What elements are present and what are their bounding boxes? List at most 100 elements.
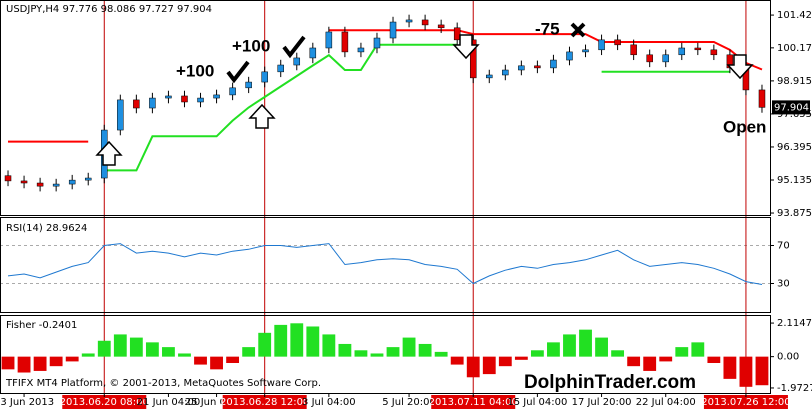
fisher-bar xyxy=(691,342,705,357)
x-tick-label: 2013.07.26 12:00 xyxy=(701,397,790,408)
candle-body xyxy=(405,19,413,23)
fisher-bar xyxy=(322,334,336,357)
fisher-bar xyxy=(274,324,288,357)
fisher-bar xyxy=(563,334,576,357)
candle-body xyxy=(630,44,637,56)
price-tag xyxy=(772,100,810,115)
candle-body xyxy=(486,74,493,79)
fisher-bar xyxy=(739,356,753,387)
fisher-bar xyxy=(675,347,689,357)
annotation: +100 xyxy=(176,61,214,80)
candle-body xyxy=(534,65,541,69)
up-arrow xyxy=(248,103,276,129)
fisher-bar xyxy=(33,356,47,371)
rsi-title: RSI(14) 28.9624 xyxy=(6,223,87,234)
x-tick-label: 17 Jul 20:00 xyxy=(572,397,632,408)
price-tag-label: 97.904 xyxy=(774,102,809,113)
x-tick-label: 15 Jul 04:00 xyxy=(507,397,567,408)
candle-body xyxy=(437,24,445,29)
candle-body xyxy=(678,47,686,56)
y-tick-label: 0.00 xyxy=(777,352,799,363)
y-tick-label: 2.1147 xyxy=(777,318,812,329)
footer: TFIFX MT4 Platform, © 2001-2013, MetaQuo… xyxy=(5,378,321,389)
check-mark xyxy=(226,60,250,84)
x-tick-label: 2013.07.11 04:00 xyxy=(429,397,518,408)
fisher-bar xyxy=(162,347,175,357)
annotation: Open xyxy=(723,117,766,136)
candle-body xyxy=(229,87,236,96)
candle-body xyxy=(598,39,605,51)
candle-body xyxy=(261,71,268,83)
fisher-bar xyxy=(129,337,143,357)
rsi-frame xyxy=(0,217,771,313)
fisher-bar xyxy=(723,356,737,379)
fisher-bar xyxy=(595,337,608,357)
candle-body xyxy=(662,54,669,63)
x-label-highlight xyxy=(703,395,788,409)
fisher-bar xyxy=(643,356,657,371)
candle-body xyxy=(614,39,621,46)
candle-body xyxy=(36,182,44,187)
fisher-bar xyxy=(611,350,625,357)
fisher-frame xyxy=(0,315,771,394)
y-tick-label: 95.135 xyxy=(777,175,812,186)
fisher-bar xyxy=(530,350,544,357)
x-label-highlight xyxy=(62,395,147,409)
x-tick-label: 2013.06.20 08:00 xyxy=(60,397,149,408)
upper-stop-line xyxy=(8,29,763,143)
lower-stop-line xyxy=(104,43,730,172)
candle-body xyxy=(373,37,381,49)
candle-body xyxy=(518,65,525,71)
fisher-bar xyxy=(386,347,400,357)
candle-body xyxy=(325,31,333,49)
candle-body xyxy=(84,177,92,181)
candle-body xyxy=(133,99,140,109)
candle-body xyxy=(68,179,76,185)
fisher-title: Fisher -0.2401 xyxy=(6,320,77,331)
y-tick-label: 101.425 xyxy=(777,10,812,21)
x-tick-label: 5 Jul 20:00 xyxy=(382,397,436,408)
candle-body xyxy=(165,95,172,99)
candle-body xyxy=(646,54,653,63)
check-mark xyxy=(282,35,306,59)
x-tick-label: 2013.06.28 12:00 xyxy=(220,397,309,408)
candle-body xyxy=(277,64,284,73)
fisher-bar xyxy=(418,343,432,357)
fisher-bar xyxy=(659,356,673,362)
candle-body xyxy=(117,99,124,131)
down-arrow xyxy=(726,54,754,80)
fisher-bar xyxy=(290,323,304,357)
fisher-bar xyxy=(145,342,159,357)
candle-body xyxy=(453,27,461,41)
candle-body xyxy=(694,47,702,51)
fisher-bar xyxy=(354,350,368,357)
candle-body xyxy=(293,57,301,66)
fisher-bar xyxy=(579,329,592,357)
y-tick-label: 93.875 xyxy=(777,208,812,219)
x-tick-label: 22 Jul 04:00 xyxy=(636,397,696,408)
fisher-bar xyxy=(482,356,496,375)
candle-body xyxy=(469,39,477,79)
fisher-bar xyxy=(514,356,528,360)
candle-body xyxy=(52,183,60,187)
y-tick-label: 96.395 xyxy=(777,142,812,153)
x-tick-label: 25 Jun 04:00 xyxy=(185,397,249,408)
rsi-line xyxy=(7,243,763,285)
fisher-bar xyxy=(49,356,63,367)
candle-body xyxy=(213,94,220,99)
x-label-highlight xyxy=(222,395,307,409)
candle-body xyxy=(197,97,204,103)
candle-body xyxy=(710,49,718,56)
fisher-bar xyxy=(707,356,721,363)
down-arrow xyxy=(452,34,480,60)
candle-body xyxy=(758,89,766,108)
fisher-bar xyxy=(450,356,464,365)
fisher-bar xyxy=(370,353,384,357)
fisher-bar xyxy=(498,356,512,367)
fisher-bar xyxy=(242,347,256,357)
candle-body xyxy=(357,47,365,53)
marks xyxy=(1,14,769,387)
candle-body xyxy=(582,49,589,53)
annotation: +100 xyxy=(232,36,270,55)
